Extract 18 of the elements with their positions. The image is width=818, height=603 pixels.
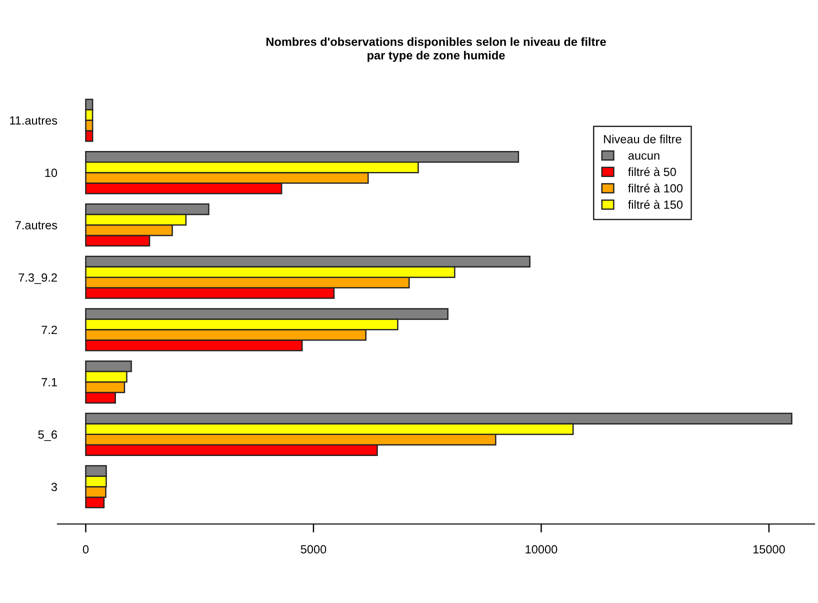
y-tick-label: 7.1 [42,378,57,386]
y-tick-label: 5_6 [38,430,57,441]
y-tick-label: 7.3_9.2 [18,273,57,284]
chart-title: Nombres d'observations disponibles selon le niveau de filtre par type de zone humide [266,37,606,62]
legend-label: filtré à 100 [628,184,683,192]
y-tick-label: 11.autres [10,116,58,125]
x-tick-label: 15000 [753,545,785,554]
legend-label: aucun [628,153,660,160]
legend-title: Niveau de filtre [604,134,682,144]
y-tick-label: 7.autres [15,221,58,230]
x-tick-label: 0 [82,545,89,554]
x-tick-label: 10000 [526,545,558,554]
y-tick-label: 10 [45,168,58,178]
x-tick-label: 5000 [300,545,326,554]
y-tick-label: 3 [51,482,57,492]
legend-label: filtré à 50 [628,167,676,176]
legend-label: filtré à 150 [628,200,683,209]
y-tick-label: 7.2 [42,326,57,334]
